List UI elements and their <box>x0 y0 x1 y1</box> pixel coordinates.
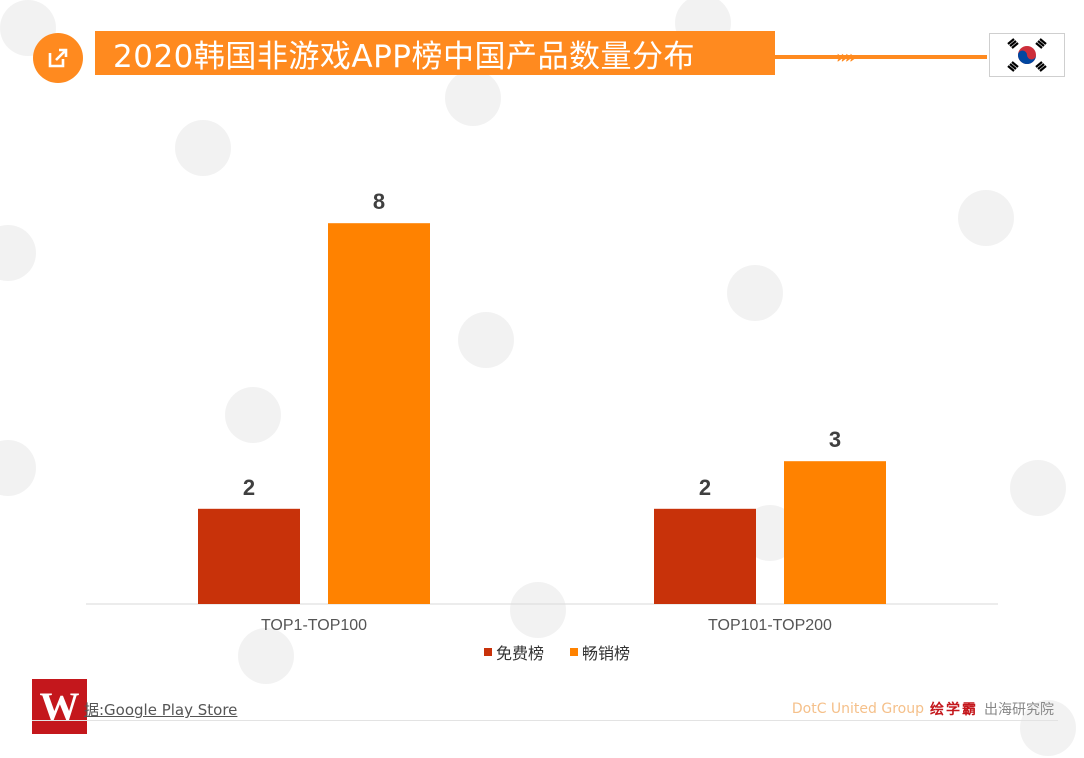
header-divider <box>775 55 987 59</box>
footer-logo-text: 绘学霸 <box>930 702 978 718</box>
footer-divider <box>32 720 1058 721</box>
bar-free-0 <box>198 508 300 604</box>
legend-label-free: 免费榜 <box>496 644 545 663</box>
watermark <box>238 628 294 684</box>
x-tick-label: TOP1-TOP100 <box>261 617 367 634</box>
legend-swatch-paid <box>570 648 579 656</box>
watermark <box>958 190 1014 246</box>
watermark <box>510 582 566 638</box>
footer-institute: 出海研究院 <box>984 702 1054 718</box>
legend-label-paid: 畅销榜 <box>582 644 631 663</box>
data-label: 2 <box>699 475 711 500</box>
watermark <box>175 120 231 176</box>
legend: 免费榜 畅销榜 <box>484 640 656 664</box>
watermark <box>458 312 514 368</box>
watermark <box>225 387 281 443</box>
watermark <box>727 265 783 321</box>
bar-chart: 2 8 TOP1-TOP100 2 3 TOP101-TOP200 <box>86 189 998 634</box>
data-label: 2 <box>243 475 255 500</box>
legend-swatch-free <box>484 648 492 656</box>
footer-brand: DotC United Group <box>791 701 924 717</box>
watermark <box>1020 700 1076 756</box>
watermark <box>445 70 501 126</box>
company-logo: W <box>32 679 87 734</box>
double-chevron-icon: »» <box>836 47 856 68</box>
x-tick-label: TOP101-TOP200 <box>708 617 832 634</box>
title-bar: 2020韩国非游戏APP榜中国产品数量分布 <box>95 31 775 75</box>
watermark <box>1010 460 1066 516</box>
bar-paid-0 <box>328 223 430 604</box>
bar-paid-1 <box>784 461 886 604</box>
data-label: 8 <box>373 189 385 214</box>
data-source: 据:Google Play Store <box>84 701 238 719</box>
data-label: 3 <box>829 427 841 452</box>
share-icon <box>33 33 83 83</box>
footer-credits: DotC United Group 绘学霸 出海研究院 <box>792 699 1054 719</box>
legend-item-paid: 畅销榜 <box>570 640 630 664</box>
legend-item-free: 免费榜 <box>484 640 544 664</box>
korea-flag-icon <box>989 33 1065 77</box>
page-title: 2020韩国非游戏APP榜中国产品数量分布 <box>113 38 695 75</box>
bar-free-1 <box>654 508 756 604</box>
